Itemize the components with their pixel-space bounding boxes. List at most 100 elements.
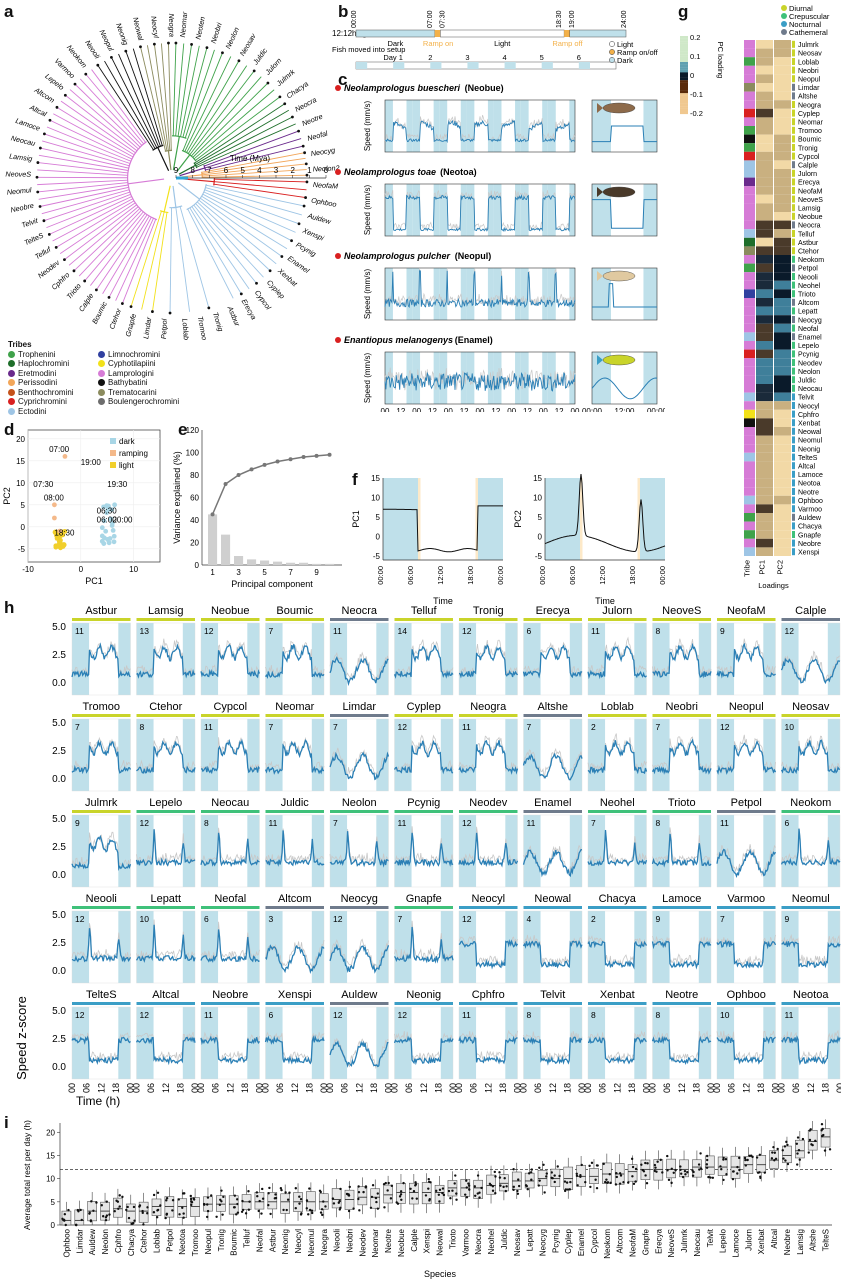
species-tip-label: Boumic	[90, 300, 109, 326]
species-name: Neolamprologus buescheri	[344, 83, 461, 93]
data-point	[308, 1208, 312, 1212]
colorbar-tick: 0	[690, 71, 694, 80]
behavior-bar	[72, 810, 131, 813]
behavior-tag	[792, 470, 795, 478]
night-shade	[118, 815, 131, 887]
data-point	[679, 1165, 682, 1168]
tree-branch	[189, 207, 242, 295]
data-point	[428, 1199, 431, 1202]
species-panel-title: Neobre	[212, 989, 248, 1001]
species-tip-label: Calple	[77, 291, 96, 313]
heatmap-row-label: Enamel	[798, 335, 822, 342]
pc2-cell	[774, 255, 791, 264]
data-point	[763, 1171, 766, 1174]
x-tick-label: 06	[469, 1083, 479, 1093]
mean-trace	[716, 848, 777, 879]
species-panel-title: Lamsig	[148, 605, 183, 617]
species-tip-label: Erecya	[240, 297, 259, 321]
data-point	[257, 1209, 260, 1213]
pc1-cell	[756, 366, 773, 376]
sample-count: 3	[269, 914, 274, 924]
behavior-legend-dot	[781, 21, 787, 27]
night-shade	[459, 623, 477, 695]
mean-trace	[136, 643, 196, 679]
behavior-bar	[72, 714, 131, 717]
data-point	[100, 1204, 103, 1207]
data-point	[705, 1154, 709, 1158]
colorbar-title: PC loading	[716, 42, 725, 79]
pc2-cell	[774, 246, 791, 255]
sample-count: 8	[656, 1010, 661, 1020]
pc1-cell	[756, 194, 773, 204]
pc2-cell	[774, 487, 791, 496]
tip-dot	[63, 93, 67, 97]
x-tick-label: 06:00	[568, 566, 577, 585]
behavior-bar	[201, 618, 260, 621]
data-point	[241, 1208, 245, 1212]
heatmap-row-label: Erecya	[798, 180, 820, 187]
species-panel-title: Neomul	[792, 893, 830, 905]
data-point	[348, 1185, 351, 1189]
data-point	[332, 1202, 336, 1205]
species-code: (Enamel)	[455, 335, 493, 345]
data-point	[705, 1166, 709, 1170]
night-shade	[640, 478, 665, 560]
x-tick-label: 12	[419, 1083, 429, 1093]
tribe-cell	[744, 83, 755, 92]
night-shade	[592, 184, 611, 236]
mean-trace	[71, 642, 131, 679]
tip-dot	[302, 204, 306, 208]
ramp-shade	[580, 478, 583, 560]
species-tick-label: Altcom	[616, 1229, 625, 1254]
species-tip-label: Petpol	[159, 318, 169, 339]
tip-dot	[301, 144, 305, 148]
data-point	[796, 1152, 799, 1155]
box	[151, 1198, 162, 1216]
night-shade	[515, 100, 521, 152]
data-point	[464, 1193, 467, 1196]
behavior-bar	[588, 714, 647, 717]
box	[357, 1186, 368, 1206]
panel-frame	[458, 1006, 518, 1080]
pc2-cell	[774, 40, 791, 49]
panel-frame	[587, 718, 647, 792]
data-point	[538, 1166, 541, 1169]
behavior-bar	[394, 714, 453, 717]
data-point	[558, 1174, 561, 1178]
species-code: (Neopul)	[455, 251, 492, 261]
night-shade	[542, 100, 548, 152]
time-axis-highlight	[176, 176, 188, 180]
species-panel-title: NeoveS	[662, 605, 701, 617]
data-point	[489, 1184, 493, 1187]
tree-branch	[96, 214, 148, 291]
night-shade	[634, 815, 647, 887]
data-point	[89, 1220, 93, 1223]
species-tick-label: Xenspi	[423, 1229, 432, 1254]
data-point	[282, 1208, 285, 1212]
data-point	[781, 1149, 784, 1152]
heatmap-row-label: Neooli	[798, 274, 818, 281]
mean-trace	[780, 739, 841, 775]
data-point	[395, 1201, 398, 1204]
tribe-cell	[744, 255, 755, 264]
pc1-cell	[756, 272, 773, 281]
pc1-cell	[756, 108, 773, 118]
trace-frame	[591, 99, 658, 153]
heatmap-row-label: Neotoa	[798, 481, 821, 488]
behavior-tag	[792, 410, 795, 418]
data-point	[190, 1200, 193, 1203]
tree-branch	[127, 178, 165, 185]
data-point	[512, 1188, 515, 1192]
data-point	[564, 1188, 568, 1191]
behavior-bar	[523, 714, 582, 717]
species-tick-label: Erecya	[654, 1228, 663, 1253]
x-tick-label: 12	[161, 1083, 171, 1093]
variance-bar	[208, 514, 218, 565]
x-tick-label: 18	[627, 1083, 637, 1093]
mean-trace	[651, 940, 712, 970]
species-tip-label: Tronig	[211, 311, 225, 333]
sample-count: 2	[591, 914, 596, 924]
data-point	[807, 1151, 810, 1154]
behavior-tag	[792, 402, 795, 409]
sample-count: 11	[204, 1010, 213, 1020]
